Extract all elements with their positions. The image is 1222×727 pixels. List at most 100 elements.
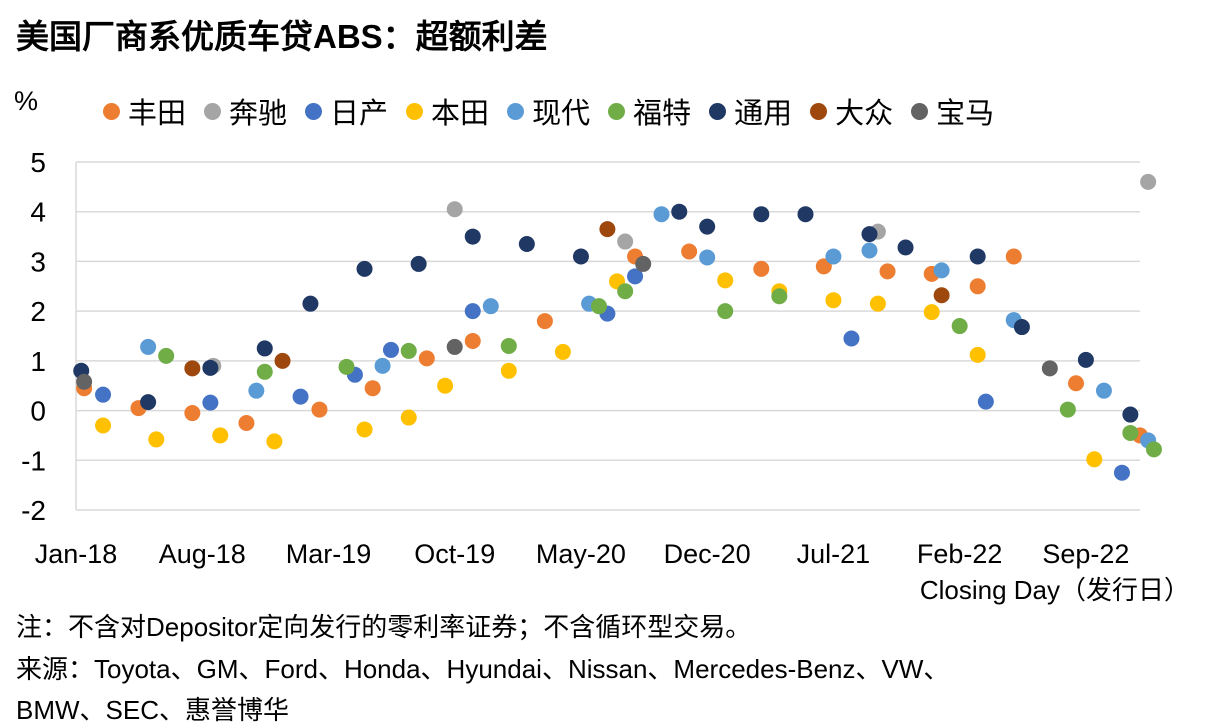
data-point xyxy=(184,405,201,422)
gridlines xyxy=(75,161,1140,511)
data-point xyxy=(969,248,986,265)
y-tick-label: 3 xyxy=(30,246,46,277)
data-point xyxy=(446,338,463,355)
data-point xyxy=(95,417,112,434)
data-point xyxy=(627,268,644,285)
y-tick-label: -2 xyxy=(21,495,46,526)
data-point xyxy=(1122,406,1139,423)
data-point xyxy=(717,303,734,320)
data-point xyxy=(418,350,435,367)
legend-item: 奔驰 xyxy=(204,90,287,132)
data-point xyxy=(374,357,391,374)
data-point xyxy=(266,433,283,450)
data-point xyxy=(1140,173,1157,190)
data-point xyxy=(518,236,535,253)
data-point xyxy=(292,388,309,405)
data-point xyxy=(933,287,950,304)
data-point xyxy=(338,358,355,375)
legend-label: 宝马 xyxy=(936,98,995,130)
data-point xyxy=(1077,351,1094,368)
data-point xyxy=(1095,382,1112,399)
data-point xyxy=(635,255,652,272)
legend-item: 福特 xyxy=(608,90,691,132)
data-point xyxy=(140,394,157,411)
data-point xyxy=(158,347,175,364)
legend-item: 本田 xyxy=(406,90,489,132)
legend-label: 福特 xyxy=(633,98,692,130)
data-point xyxy=(238,415,255,431)
data-point xyxy=(536,313,553,330)
y-tick-labels: 5 4 3 2 1 0 -1 -2 xyxy=(21,147,46,526)
legend-label: 通用 xyxy=(734,98,793,130)
data-point xyxy=(861,226,878,243)
data-point xyxy=(202,359,219,376)
footnote: 注：不含对Depositor定向发行的零利率证券；不含循环型交易。 xyxy=(16,612,752,642)
data-point xyxy=(671,203,688,220)
data-point xyxy=(148,431,165,448)
data-point xyxy=(699,249,716,266)
legend-marker xyxy=(709,102,727,120)
data-point xyxy=(311,401,328,418)
data-point xyxy=(653,206,670,223)
data-point xyxy=(1068,375,1085,392)
data-point xyxy=(302,295,319,312)
data-point xyxy=(861,242,878,259)
legend-marker xyxy=(305,102,323,120)
x-tick-label: Sep-22 xyxy=(1042,539,1129,569)
legend-label: 丰田 xyxy=(128,98,187,130)
x-tick-label: Jul-21 xyxy=(797,539,871,569)
x-tick-label: Mar-19 xyxy=(286,539,372,569)
data-point xyxy=(76,373,93,390)
y-tick-label: 5 xyxy=(30,147,46,178)
data-point xyxy=(500,362,517,379)
y-tick-label: 2 xyxy=(30,296,46,327)
data-point xyxy=(1145,441,1162,458)
data-point xyxy=(590,298,607,315)
y-tick-label: 4 xyxy=(30,197,46,228)
data-point xyxy=(977,393,994,410)
data-point xyxy=(825,248,842,265)
data-point xyxy=(933,262,950,279)
data-point xyxy=(482,298,499,315)
legend-marker xyxy=(204,102,222,120)
data-point xyxy=(274,352,291,369)
data-point xyxy=(364,380,381,397)
x-tick-label: May-20 xyxy=(536,539,626,569)
data-point xyxy=(1005,248,1022,265)
y-tick-label: 0 xyxy=(30,396,46,427)
data-point xyxy=(897,239,914,256)
legend-marker xyxy=(911,102,929,120)
legend-label: 奔驰 xyxy=(229,98,288,130)
legend-marker xyxy=(507,102,525,120)
y-tick-label: -1 xyxy=(21,445,46,476)
data-point xyxy=(464,303,481,320)
data-point xyxy=(140,338,157,355)
data-point xyxy=(437,377,454,394)
legend-item: 大众 xyxy=(810,90,893,132)
data-point xyxy=(1041,360,1058,377)
data-point xyxy=(599,221,616,238)
data-point xyxy=(1113,464,1130,481)
data-point xyxy=(969,346,986,363)
x-tick-label: Dec-20 xyxy=(664,539,751,569)
legend-marker xyxy=(103,102,120,120)
data-point xyxy=(356,421,373,438)
data-point xyxy=(256,340,273,357)
legend-label: 大众 xyxy=(835,98,894,130)
data-point xyxy=(951,318,968,335)
x-axis-title: Closing Day（发行日） xyxy=(919,575,1190,605)
x-tick-label: Jan-18 xyxy=(35,539,118,569)
data-point xyxy=(617,283,634,300)
data-point xyxy=(382,341,399,358)
data-point xyxy=(825,292,842,309)
data-point xyxy=(717,272,734,289)
data-point xyxy=(554,343,571,360)
legend-item: 宝马 xyxy=(911,90,994,132)
data-point xyxy=(1013,319,1030,336)
data-points xyxy=(73,173,1162,481)
data-point xyxy=(410,255,427,272)
data-point xyxy=(248,382,265,399)
legend-label: 本田 xyxy=(431,98,490,130)
data-point xyxy=(869,295,886,312)
